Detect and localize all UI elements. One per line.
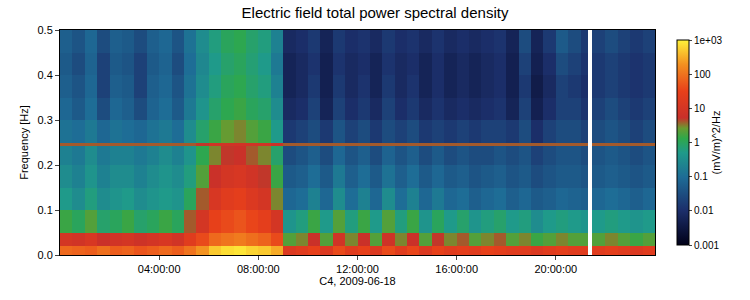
svg-text:Frequency [Hz]: Frequency [Hz] [18, 105, 30, 180]
svg-text:08:00:00: 08:00:00 [237, 263, 280, 275]
svg-text:(mV/m)^2/Hz: (mV/m)^2/Hz [710, 111, 722, 175]
svg-text:0.3: 0.3 [38, 114, 53, 126]
svg-text:0.2: 0.2 [38, 159, 53, 171]
svg-text:0.1: 0.1 [694, 171, 708, 182]
svg-text:0.0: 0.0 [38, 249, 53, 261]
svg-text:04:00:00: 04:00:00 [138, 263, 181, 275]
svg-text:1: 1 [694, 137, 700, 148]
svg-text:0.1: 0.1 [38, 204, 53, 216]
svg-text:C4, 2009-06-18: C4, 2009-06-18 [319, 275, 395, 287]
svg-text:16:00:00: 16:00:00 [435, 263, 478, 275]
svg-text:Electric field total power spe: Electric field total power spectral dens… [242, 4, 509, 21]
svg-text:0.001: 0.001 [694, 240, 719, 251]
svg-text:1e+03: 1e+03 [694, 35, 723, 46]
svg-text:0.5: 0.5 [38, 24, 53, 36]
svg-text:10: 10 [694, 103, 706, 114]
svg-text:0.01: 0.01 [694, 205, 714, 216]
svg-text:20:00:00: 20:00:00 [534, 263, 577, 275]
svg-text:0.4: 0.4 [38, 69, 53, 81]
svg-text:100: 100 [694, 69, 711, 80]
svg-text:12:00:00: 12:00:00 [336, 263, 379, 275]
